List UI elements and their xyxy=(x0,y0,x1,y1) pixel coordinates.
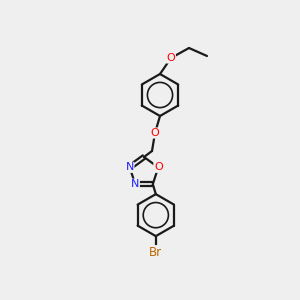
Text: N: N xyxy=(125,162,134,172)
Text: Br: Br xyxy=(149,246,162,259)
Text: O: O xyxy=(167,53,176,63)
Text: N: N xyxy=(131,179,140,189)
Text: O: O xyxy=(154,162,163,172)
Text: O: O xyxy=(151,128,159,138)
